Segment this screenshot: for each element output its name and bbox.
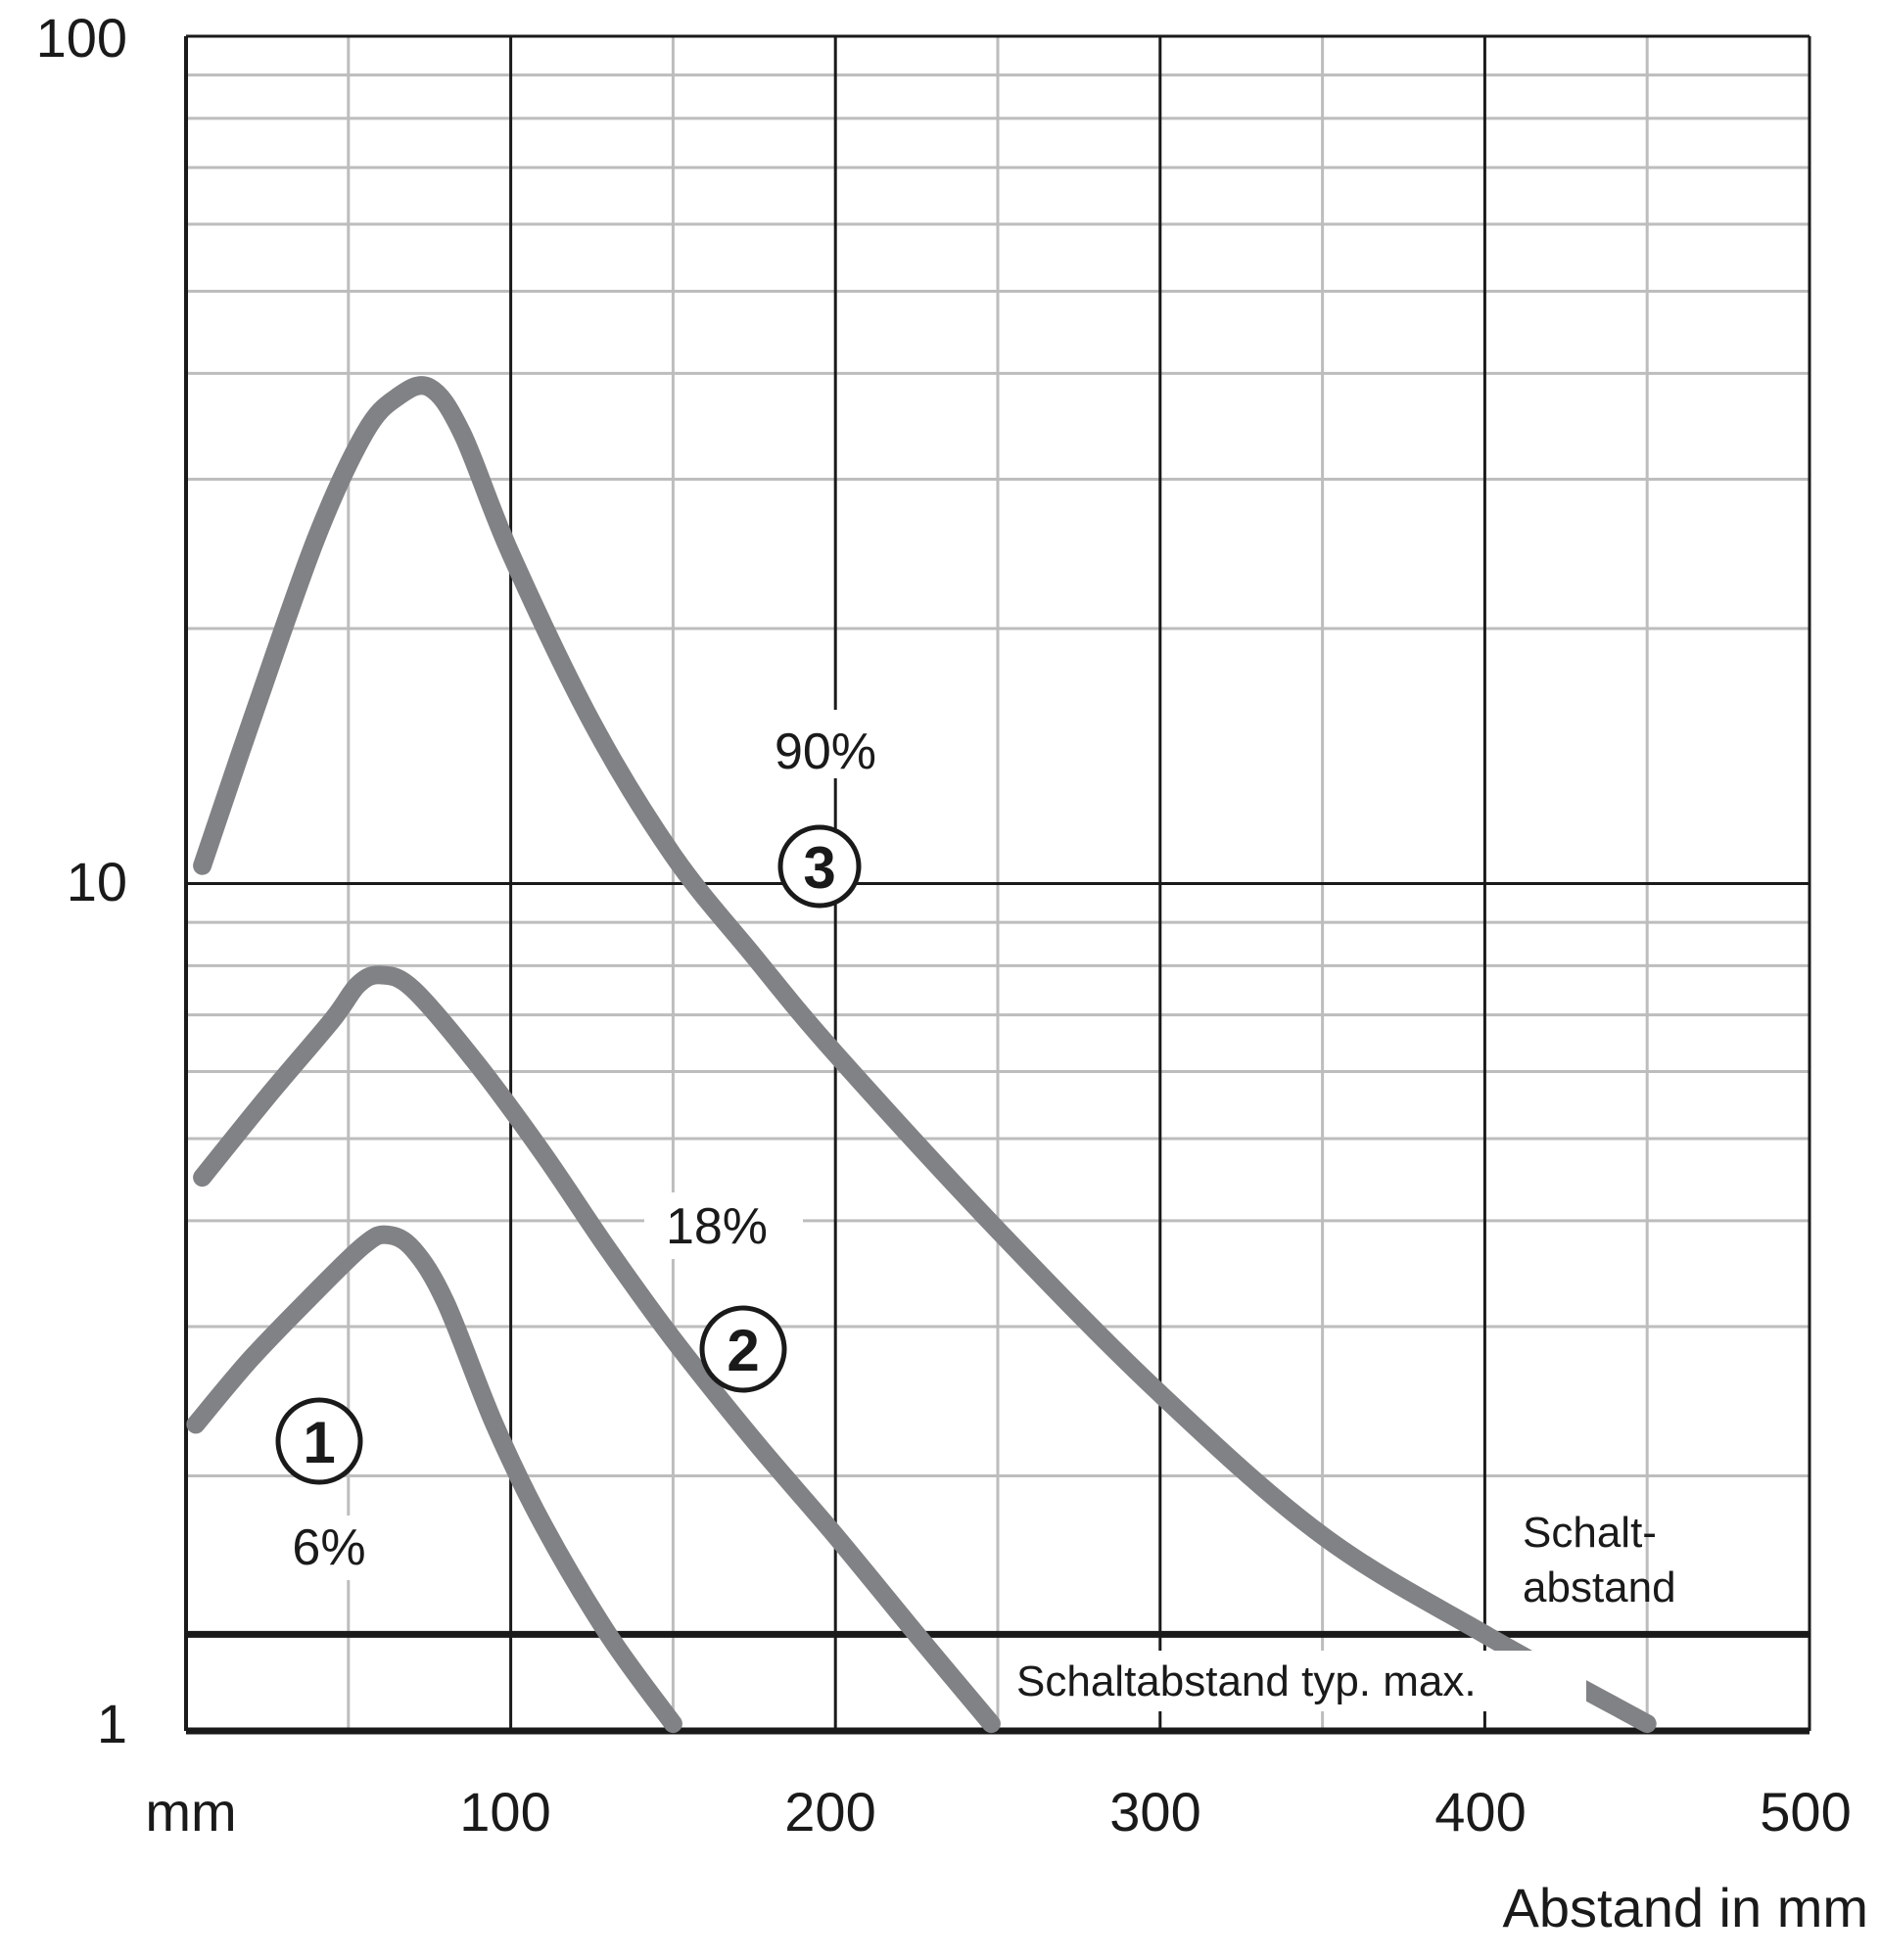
y-tick-label-100: 100 xyxy=(36,7,127,69)
threshold-label-line1: Schalt- xyxy=(1523,1509,1657,1557)
marker-circle-3 xyxy=(777,824,862,909)
series-line-3 xyxy=(193,376,1657,1734)
series-label-90: 90% xyxy=(775,723,876,780)
marker-circle-1 xyxy=(275,1397,363,1485)
series-line-2 xyxy=(193,965,1001,1734)
curves xyxy=(186,376,1657,1734)
x-tick-label-300: 300 xyxy=(1109,1781,1200,1843)
minor-grid xyxy=(186,36,1810,1731)
y-tick-label-10: 10 xyxy=(67,851,127,912)
x-axis-title: Abstand in mm xyxy=(1503,1877,1869,1938)
marker-circle-2 xyxy=(699,1305,787,1393)
x-tick-label-100: 100 xyxy=(459,1781,550,1843)
marker-number-1: 1 xyxy=(303,1410,335,1475)
x-tick-label-400: 400 xyxy=(1434,1781,1526,1843)
max-label-bg xyxy=(1009,1651,1586,1711)
x-unit-label: mm xyxy=(145,1781,236,1843)
series-line-1 xyxy=(186,1225,682,1734)
marker-number-3: 3 xyxy=(803,835,835,901)
label-3-bg xyxy=(752,710,899,778)
marker-number-2: 2 xyxy=(727,1318,759,1383)
label-1-bg xyxy=(264,1516,382,1580)
label-2-bg xyxy=(644,1192,803,1259)
y-tick-label-1: 1 xyxy=(97,1693,127,1754)
x-tick-label-500: 500 xyxy=(1760,1781,1851,1843)
threshold-label-line2: abstand xyxy=(1523,1563,1676,1611)
labels: 100 10 1 mm 100 200 300 400 500 Abstand … xyxy=(36,7,1868,1938)
series-label-6: 6% xyxy=(292,1519,365,1576)
max-label: Schaltabstand typ. max. xyxy=(1016,1657,1477,1705)
series-label-18: 18% xyxy=(666,1198,768,1255)
x-tick-label-200: 200 xyxy=(784,1781,875,1843)
